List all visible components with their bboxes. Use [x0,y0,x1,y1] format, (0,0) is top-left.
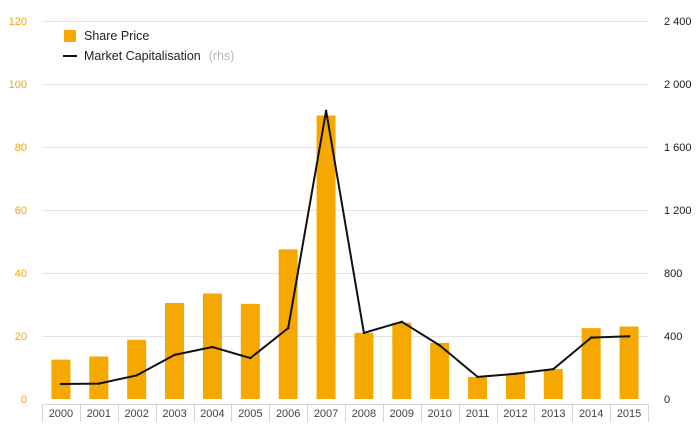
y-axis-right: 0 400 800 1 200 1 600 2 000 2 400 [664,16,692,406]
line-point [589,336,593,339]
x-tick-label: 2008 [352,408,376,420]
line-point [135,374,138,377]
line-point [97,382,101,385]
bar [581,328,601,399]
x-tick-label: 2002 [124,408,148,420]
bar [543,369,563,399]
line-point [173,353,176,357]
legend-market-cap-note: (rhs) [209,49,235,63]
legend-market-cap-name: Market Capitalisation [84,49,201,63]
bar [89,356,109,399]
series-line [60,109,630,385]
y-axis-left: 0 20 40 60 80 100 120 [9,16,27,406]
x-tick-label: 2005 [238,408,262,420]
line-point [362,331,366,335]
x-tick-label: 2003 [162,408,186,420]
line-point [286,326,290,330]
y-right-tick-label: 800 [664,268,682,280]
x-tick-label: 2013 [541,408,565,420]
y-left-tick-label: 40 [15,268,27,280]
bar [165,302,185,399]
y-right-tick-label: 2 400 [664,16,692,28]
y-right-tick-label: 2 000 [664,79,692,91]
bar [392,322,412,399]
x-tick-label: 2009 [390,408,414,420]
y-right-tick-label: 1 600 [664,142,692,154]
y-right-tick-label: 1 200 [664,205,692,217]
legend: Share Price Market Capitalisation (rhs) [63,29,234,64]
y-left-tick-label: 0 [21,394,27,406]
bar [127,339,147,399]
y-left-tick-label: 80 [15,142,27,154]
line-point [552,367,555,371]
line-series-market-cap [59,109,631,386]
legend-label-share-price: Share Price [84,29,149,43]
legend-swatch-share-price [64,30,76,42]
y-left-tick-label: 20 [15,331,27,343]
line-point [211,345,214,349]
line-point [514,372,517,375]
line-point [476,375,479,379]
y-right-tick-label: 400 [664,331,682,343]
line-point [59,382,63,386]
x-tick-label: 2011 [466,408,490,420]
line-point [627,335,631,338]
x-tick-label: 2010 [427,408,451,420]
bar [468,376,488,399]
x-axis: 2000 2001 2002 2003 2004 2005 2006 2007 2008 2009… [42,404,649,422]
y-left-tick-label: 60 [15,205,27,217]
bar [619,326,639,399]
bar [505,373,525,399]
gridlines [42,21,648,337]
x-tick-label: 2007 [314,408,338,420]
x-tick-label: 2012 [503,408,527,420]
x-tick-label: 2000 [49,408,73,420]
bar [430,342,450,399]
x-tick-label: 2006 [276,408,300,420]
x-tick-label: 2001 [87,408,111,420]
line-point [438,344,441,347]
line-point [324,109,328,112]
legend-label-market-cap: Market Capitalisation (rhs) [84,47,234,64]
y-right-tick-label: 0 [664,394,670,406]
x-tick-label: 2014 [579,408,603,420]
x-tick-label: 2015 [617,408,641,420]
x-tick-label: 2004 [200,408,224,420]
bar [240,303,260,399]
bar [316,115,336,399]
bar [51,359,71,399]
line-point [400,320,404,324]
line-point [249,356,252,360]
y-left-tick-label: 120 [9,16,27,28]
y-left-tick-label: 100 [9,79,27,91]
bar [354,332,374,399]
bar-series-share-price [51,115,639,399]
